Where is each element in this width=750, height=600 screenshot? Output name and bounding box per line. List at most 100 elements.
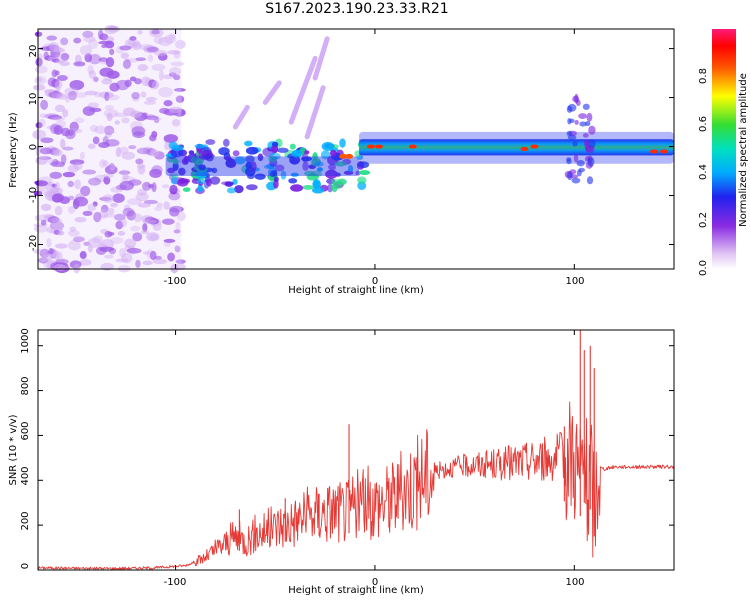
noise-speckle (157, 52, 168, 61)
ridge-blob (316, 167, 323, 172)
ridge-blob (224, 181, 234, 187)
ridge-blob (245, 155, 255, 164)
noise-speckle (40, 99, 49, 110)
ridge-blob (290, 172, 299, 177)
spectrogram-xtick-100: 100 (565, 276, 584, 287)
noise-speckle (136, 147, 151, 155)
ridge-blob (331, 184, 338, 193)
spectrogram-ytick-0: 0 (28, 144, 39, 150)
noise-speckle (56, 74, 68, 81)
ridge-burst (573, 154, 579, 163)
noise-speckle (54, 181, 60, 193)
noise-speckle (60, 154, 67, 165)
ridge-blob (288, 178, 298, 184)
ridge-blob (197, 184, 203, 193)
ridge-transition (165, 156, 359, 176)
noise-speckle (158, 87, 173, 98)
noise-speckle (130, 225, 141, 232)
ridge-burst (576, 160, 585, 167)
noise-speckle (131, 41, 142, 51)
noise-speckle (53, 229, 60, 235)
noise-speckle (69, 121, 79, 132)
spectrogram-ytick-10: 10 (28, 93, 39, 106)
spectrogram-ridge (165, 36, 674, 195)
noise-speckle (121, 252, 133, 264)
noise-speckle (130, 110, 142, 118)
noise-speckle (53, 263, 66, 272)
ridge-blob (195, 169, 208, 179)
noise-speckle (33, 84, 46, 91)
ridge-burst (578, 113, 587, 120)
noise-speckle (34, 75, 47, 85)
noise-speckle (149, 149, 160, 157)
snr-series (37, 330, 675, 571)
noise-speckle (88, 70, 96, 80)
noise-speckle (64, 87, 79, 96)
noise-speckle (54, 243, 68, 249)
noise-speckle (135, 259, 141, 269)
noise-speckle (113, 213, 126, 221)
noise-speckle (120, 52, 130, 59)
snr-ytick-400: 400 (20, 466, 31, 485)
ridge-blob (245, 146, 259, 155)
ridge-blob (304, 170, 315, 177)
noise-speckle (146, 232, 160, 242)
ridge-blob (190, 156, 201, 163)
noise-speckle (158, 70, 165, 81)
noise-speckle (60, 37, 69, 46)
ridge-blob (268, 156, 278, 163)
colorbar-tick-2: 0.4 (698, 164, 709, 180)
noise-speckle (149, 168, 162, 178)
noise-speckle (67, 164, 80, 173)
snr-ytick-200: 200 (20, 511, 31, 530)
noise-speckle (87, 102, 100, 108)
noise-speckle (32, 129, 47, 140)
noise-speckle (137, 202, 151, 208)
noise-speckle (119, 45, 132, 51)
noise-speckle (74, 117, 85, 124)
noise-speckle (163, 134, 179, 143)
noise-speckle (148, 79, 157, 88)
noise-speckle (105, 94, 120, 101)
noise-speckle (126, 247, 142, 254)
noise-speckle (46, 237, 52, 248)
figure-title: S167.2023.190.23.33.R21 (265, 1, 449, 17)
ridge-blob (273, 176, 279, 183)
noise-speckle (104, 105, 115, 111)
ridge-band-halo (358, 131, 674, 164)
noise-speckle (137, 64, 149, 72)
noise-speckle (41, 253, 52, 263)
ridge-blob (271, 141, 279, 147)
noise-speckle (47, 216, 60, 224)
noise-speckle (148, 233, 159, 241)
noise-speckle (129, 76, 137, 82)
noise-speckle (149, 28, 164, 38)
noise-speckle (135, 158, 144, 165)
noise-speckle (82, 30, 94, 39)
noise-speckle (104, 129, 115, 135)
noise-speckle (102, 173, 115, 178)
noise-speckle (106, 112, 113, 122)
spectrogram-ytick--10: -10 (28, 187, 39, 203)
noise-speckle (49, 171, 62, 179)
snr-frame (37, 329, 675, 571)
ridge-blob (334, 161, 347, 167)
ridge-streak (288, 55, 318, 125)
noise-speckle (54, 205, 63, 216)
noise-speckle (69, 79, 85, 91)
snr-panel: -100 0 100 0 200 400 600 800 1000 Height… (8, 328, 675, 596)
noise-speckle (140, 230, 150, 235)
noise-speckle (163, 100, 173, 107)
ridge-burst (569, 169, 577, 175)
noise-speckle (40, 203, 52, 212)
ridge-blob (314, 161, 324, 167)
ridge-blob (302, 185, 315, 190)
noise-speckle (146, 96, 157, 102)
noise-speckle (99, 196, 112, 202)
noise-speckle (173, 229, 181, 234)
noise-speckle (158, 36, 173, 47)
ridge-blob (170, 176, 179, 185)
noise-speckle (153, 36, 164, 45)
noise-speckle (143, 199, 158, 205)
